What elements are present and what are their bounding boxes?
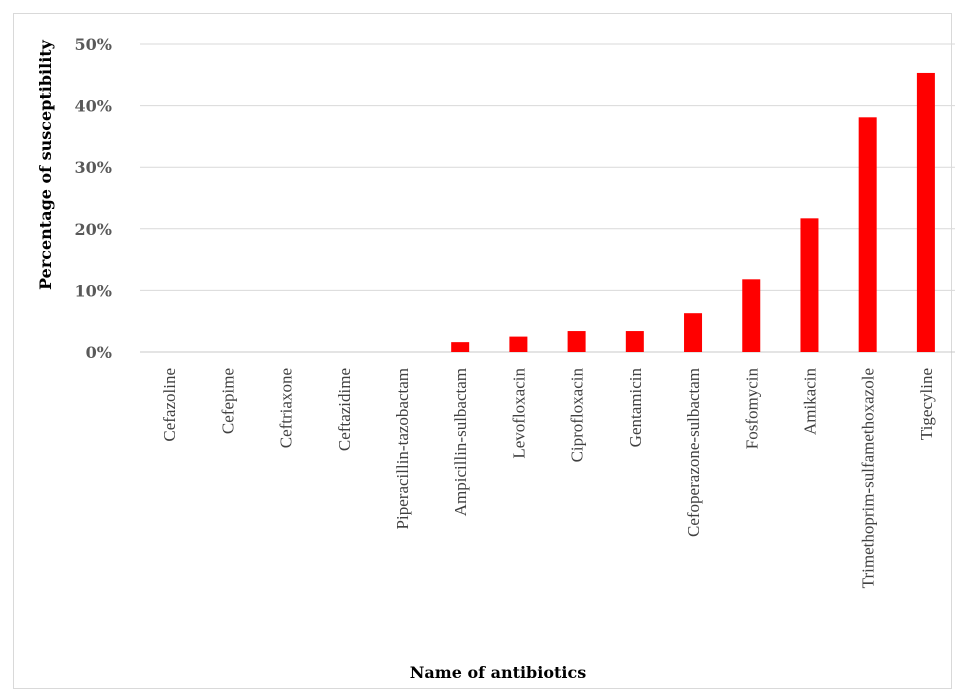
bar (625, 331, 644, 352)
x-tick-label: Cefoperazone-sulbactam (684, 368, 703, 537)
x-tick-label: Fosfomycin (742, 368, 761, 450)
bar (916, 72, 935, 353)
bar (858, 117, 877, 352)
gridlines (140, 43, 955, 353)
y-tick-label: 0% (86, 343, 112, 362)
x-axis-ticks: Cefazoline Cefepime Ceftriaxone Ceftazidime… (160, 368, 936, 589)
x-tick-label: Ampicillin-sulbactam (451, 368, 470, 516)
bar (800, 218, 819, 352)
bar (509, 336, 528, 352)
bar (742, 279, 761, 352)
x-axis-title: Name of antibiotics (410, 663, 586, 682)
x-tick-label: Tigecyline (917, 368, 936, 440)
y-axis-ticks: 0% 10% 20% 30% 40% 50% (75, 35, 112, 362)
x-tick-label: Gentamicin (626, 368, 645, 448)
bar (684, 313, 703, 352)
x-tick-label: Levofloxacin (509, 368, 528, 459)
x-tick-label: Cefepime (218, 368, 237, 434)
x-tick-label: Amikacin (800, 368, 819, 436)
x-tick-label: Ciprofloxacin (568, 368, 587, 463)
x-tick-label: Ceftriaxone (277, 368, 296, 448)
y-tick-label: 20% (75, 220, 112, 239)
bars (451, 72, 935, 353)
y-tick-label: 40% (75, 97, 112, 116)
x-tick-label: Piperacillin-tazobactam (393, 368, 412, 529)
x-tick-label: Trimethoprim-sulfamethoxazole (859, 368, 878, 588)
y-tick-label: 50% (75, 35, 112, 54)
x-tick-label: Cefazoline (160, 368, 179, 442)
y-axis-title: Percentage of susceptibility (36, 39, 55, 290)
y-tick-label: 10% (75, 281, 112, 300)
y-tick-label: 30% (75, 158, 112, 177)
bar (451, 342, 470, 352)
x-tick-label: Ceftazidime (335, 368, 354, 451)
chart-frame (13, 13, 952, 689)
bar (567, 331, 586, 352)
